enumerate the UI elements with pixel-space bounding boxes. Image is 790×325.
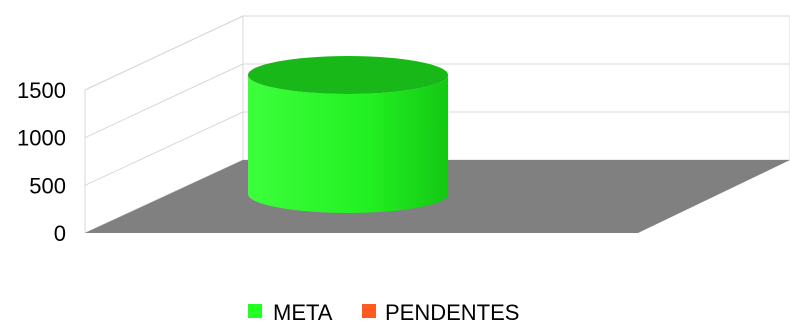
- bar-group: [248, 56, 448, 213]
- legend-item-meta: META: [248, 300, 333, 325]
- legend-swatch: [362, 304, 376, 318]
- grid-line-side: [84, 15, 244, 91]
- y-tick-label: 500: [29, 173, 66, 198]
- bar-cylinder-top: [248, 56, 448, 94]
- grid-line-side: [84, 111, 244, 186]
- y-tick-label: 1500: [17, 78, 66, 103]
- grid-line-side: [84, 63, 244, 139]
- y-tick-label: 1000: [17, 126, 66, 151]
- legend-swatch: [248, 304, 262, 318]
- bar-cylinder-body: [248, 75, 448, 213]
- legend-label: PENDENTES: [385, 300, 519, 325]
- bar-meta: [248, 56, 448, 213]
- legend-label: META: [273, 300, 333, 325]
- legend: META PENDENTES: [248, 300, 519, 325]
- y-tick-label: 0: [54, 221, 66, 246]
- y-axis: 0 500 1000 1500: [17, 78, 66, 246]
- legend-item-pendentes: PENDENTES: [362, 300, 519, 325]
